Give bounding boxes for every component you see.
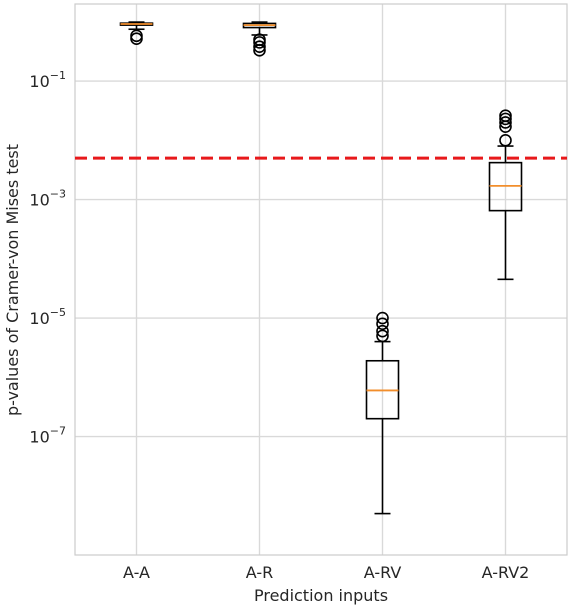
outlier-a-r-1 <box>253 40 266 54</box>
outlier-a-rv2-2 <box>499 116 512 129</box>
outlier-a-rv2-4 <box>499 109 512 123</box>
outlier-a-rv-1 <box>376 324 389 338</box>
x-tick-label-a-rv: A-RV <box>364 563 402 582</box>
plot-frame <box>74 3 568 556</box>
outlier-a-rv2-0 <box>499 134 512 147</box>
outlier-a-rv-3 <box>376 311 389 325</box>
box-a-rv <box>365 311 400 515</box>
y-tick-label-0: 10−7 <box>29 425 66 447</box>
grid-lines <box>75 4 567 555</box>
y-tick-label-3: 10−1 <box>29 69 66 91</box>
x-tick-label-a-rv2: A-RV2 <box>482 563 530 582</box>
boxes-layer <box>119 21 523 515</box>
box-a-r <box>242 21 277 57</box>
outlier-a-rv-2 <box>376 317 389 331</box>
outlier-a-rv-0 <box>376 329 389 343</box>
x-tick-label-a-r: A-R <box>246 563 273 582</box>
outlier-a-rv2-3 <box>499 112 512 126</box>
y-axis-label: p-values of Cramer-von Mises test <box>3 144 22 416</box>
y-tick-label-1: 10−5 <box>29 306 66 328</box>
y-tick-label-2: 10−3 <box>29 188 66 210</box>
x-tick-labels: A-A A-R A-RV A-RV2 <box>123 563 529 582</box>
outlier-a-a-1 <box>130 29 143 43</box>
y-tick-labels: 10−7 10−5 10−3 10−1 <box>29 69 66 446</box>
x-tick-label-a-a: A-A <box>123 563 150 582</box>
x-axis-label: Prediction inputs <box>254 586 388 605</box>
box-a-a <box>119 21 154 45</box>
outlier-a-r-3 <box>253 33 266 46</box>
box-a-rv2 <box>488 109 523 281</box>
